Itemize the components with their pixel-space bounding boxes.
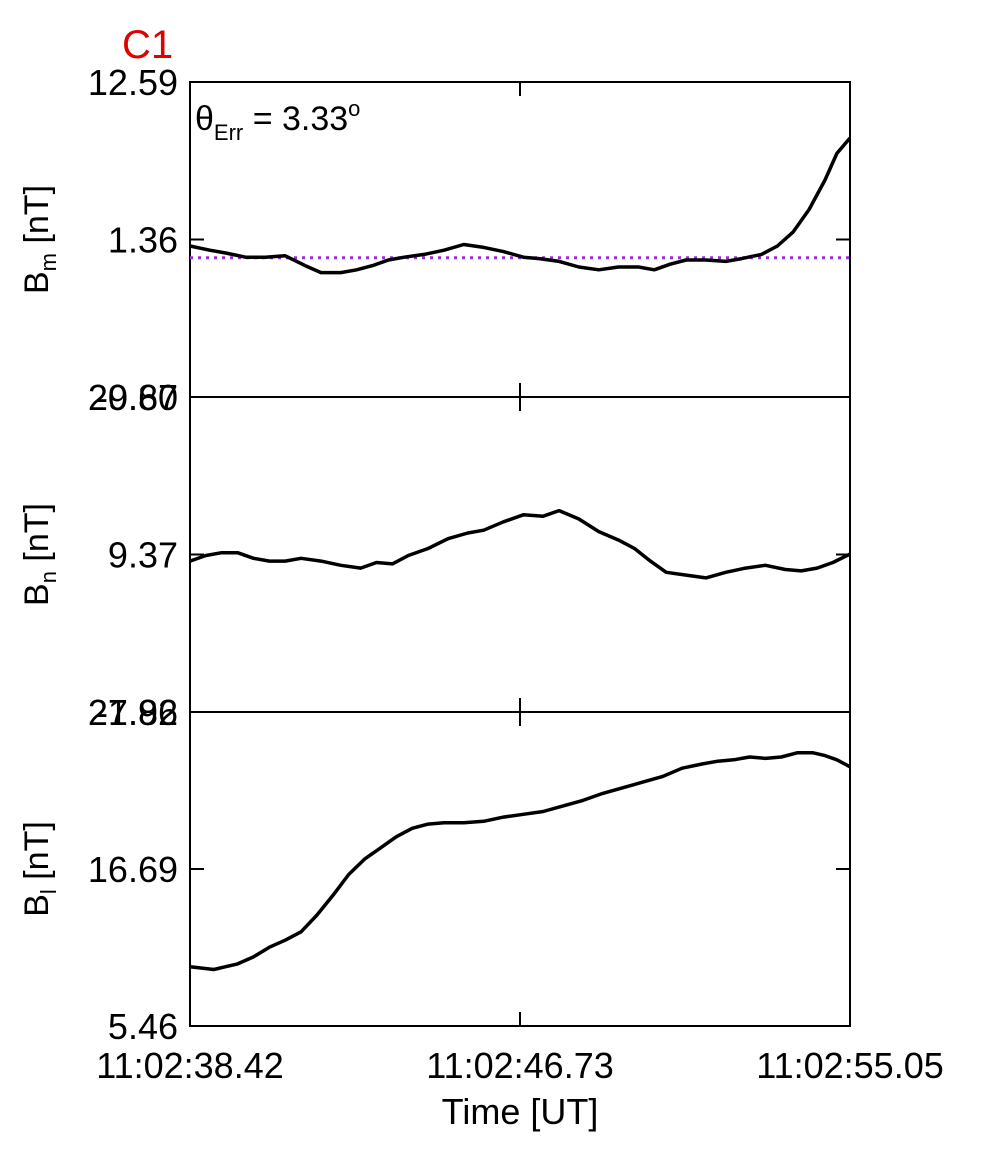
middle-y-axis-label-unit: [nT] xyxy=(18,503,56,571)
figure-label: C1 xyxy=(122,23,173,67)
bottom-y-axis-label-unit: [nT] xyxy=(18,821,56,889)
top-y-axis-label: Bm [nT] xyxy=(18,185,61,294)
bottom-ytick-label: 5.46 xyxy=(108,1006,178,1047)
top-ytick-label: -9.87 xyxy=(96,377,178,418)
xtick-label: 11:02:55.05 xyxy=(756,1045,944,1086)
xtick-label: 11:02:46.73 xyxy=(426,1045,614,1086)
middle-ytick-label: 20.60 xyxy=(88,377,178,418)
top-y-axis-label-unit: [nT] xyxy=(18,185,56,253)
middle-data-line xyxy=(189,508,851,580)
middle-ytick-label: 9.37 xyxy=(108,535,178,576)
top-ytick-label: 12.59 xyxy=(88,62,178,103)
bottom-ytick-label: 27.92 xyxy=(88,692,178,733)
top-y-axis-label-symbol: B xyxy=(18,271,56,294)
middle-y-axis-label: Bn [nT] xyxy=(18,503,61,606)
bottom-y-axis-label-symbol: B xyxy=(18,894,56,917)
bottom-ytick-label: 16.69 xyxy=(88,849,178,890)
middle-panel-frame xyxy=(189,396,851,713)
bottom-panel-frame xyxy=(189,711,851,1027)
top-ytick-label: 1.36 xyxy=(108,220,178,261)
middle-y-axis-label-subscript: n xyxy=(36,571,61,583)
middle-ytick-label: -1.86 xyxy=(96,692,178,733)
angle-error-subscript: Err xyxy=(214,120,243,145)
middle-y-axis-label-symbol: B xyxy=(18,583,56,606)
angle-error-superscript: o xyxy=(348,96,360,121)
bottom-data-line xyxy=(189,751,851,972)
panels-group: 12.59 1.36 -9.87 Bm [nT] 20.60 9.37 -1.86 Bn [n… xyxy=(18,62,944,1086)
bottom-y-axis-label: Bl [nT] xyxy=(18,821,61,917)
xtick-label: 11:02:38.42 xyxy=(96,1045,284,1086)
top-y-axis-label-subscript: m xyxy=(36,253,61,271)
angle-error-symbol: θ xyxy=(195,100,214,138)
x-axis-title: Time [UT] xyxy=(442,1091,599,1132)
top-data-line xyxy=(189,136,852,275)
angle-error-annotation: θErr = 3.33o xyxy=(195,96,360,145)
bottom-y-axis-label-subscript: l xyxy=(36,889,61,894)
angle-error-value: = 3.33 xyxy=(243,100,348,138)
